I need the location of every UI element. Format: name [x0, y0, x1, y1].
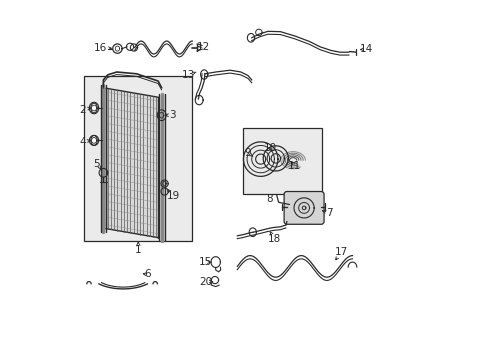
Bar [84, 76, 192, 241]
Bar [242, 128, 321, 194]
Text: 20: 20 [199, 276, 212, 287]
Text: 1: 1 [135, 245, 142, 255]
Text: 18: 18 [267, 234, 281, 244]
Text: 8: 8 [266, 194, 272, 204]
Text: 6: 6 [143, 269, 150, 279]
Text: 10: 10 [264, 143, 276, 153]
Text: 13: 13 [182, 69, 195, 80]
Polygon shape [106, 88, 158, 238]
Ellipse shape [91, 136, 97, 145]
Text: 16: 16 [94, 43, 107, 53]
Text: 4: 4 [79, 137, 85, 147]
Text: 15: 15 [199, 257, 212, 267]
Text: 3: 3 [169, 110, 176, 120]
FancyBboxPatch shape [284, 192, 324, 224]
Ellipse shape [91, 103, 97, 113]
Text: 14: 14 [360, 44, 373, 54]
Text: 17: 17 [334, 247, 347, 257]
Text: 5: 5 [93, 159, 100, 169]
Text: 11: 11 [288, 161, 301, 171]
Text: 2: 2 [79, 105, 85, 115]
Text: 19: 19 [166, 191, 180, 201]
Text: 12: 12 [197, 42, 210, 52]
Text: 9: 9 [244, 148, 251, 158]
Text: 7: 7 [325, 208, 332, 218]
